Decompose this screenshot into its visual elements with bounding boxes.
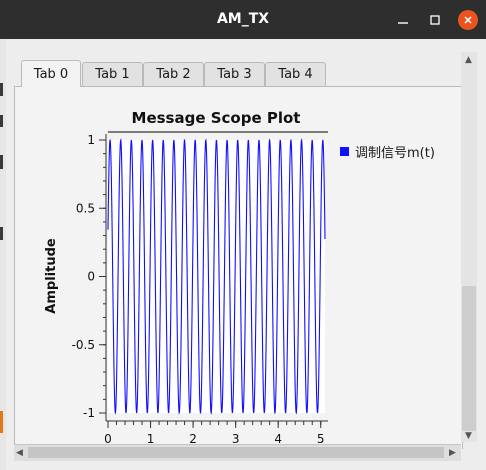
vertical-scrollbar[interactable]: ▲ ▼ bbox=[461, 52, 477, 442]
plot-area bbox=[107, 138, 326, 415]
y-axis-label: Amplitude bbox=[44, 238, 59, 314]
window-titlebar[interactable]: AM_TX bbox=[0, 0, 486, 39]
x-tick-label: 5 bbox=[317, 432, 325, 444]
axes: 1 0.5 0 -0.5 -1 0 1 2 3 4 5 bbox=[72, 131, 328, 444]
tab-3[interactable]: Tab 3 bbox=[204, 62, 265, 86]
edge-mark bbox=[0, 115, 3, 127]
scroll-right-icon[interactable]: ▶ bbox=[449, 448, 456, 458]
tab-2[interactable]: Tab 2 bbox=[143, 62, 204, 86]
series-line bbox=[107, 138, 326, 415]
tab-1[interactable]: Tab 1 bbox=[82, 62, 143, 86]
y-tick-label: -0.5 bbox=[72, 338, 95, 352]
tab-label: Tab 0 bbox=[33, 67, 69, 82]
maximize-icon bbox=[430, 15, 440, 25]
x-tick-label: 4 bbox=[274, 432, 282, 444]
chart-legend[interactable]: 调制信号m(t) bbox=[340, 142, 435, 161]
tab-label: Tab 1 bbox=[95, 67, 130, 82]
tab-0[interactable]: Tab 0 bbox=[21, 60, 81, 87]
chart-title: Message Scope Plot bbox=[132, 109, 301, 127]
x-tick-label: 3 bbox=[232, 432, 240, 444]
legend-label: 调制信号m(t) bbox=[355, 146, 435, 161]
edge-mark bbox=[0, 155, 3, 169]
tab-label: Tab 2 bbox=[156, 67, 191, 82]
y-tick-label: 0 bbox=[87, 270, 95, 284]
vertical-scroll-thumb[interactable] bbox=[462, 286, 476, 431]
y-tick-label: -1 bbox=[83, 406, 95, 420]
minimize-icon bbox=[398, 22, 408, 24]
close-button[interactable] bbox=[458, 10, 478, 30]
edge-mark bbox=[0, 411, 3, 433]
edge-mark bbox=[0, 227, 3, 240]
x-tick-label: 1 bbox=[147, 432, 155, 444]
horizontal-scroll-thumb[interactable] bbox=[28, 447, 444, 458]
scroll-up-icon[interactable]: ▲ bbox=[465, 55, 472, 65]
maximize-button[interactable] bbox=[425, 10, 445, 30]
scroll-down-icon[interactable]: ▼ bbox=[465, 431, 472, 441]
tab-label: Tab 4 bbox=[278, 67, 313, 82]
tab-label: Tab 3 bbox=[217, 67, 252, 82]
minimize-button[interactable] bbox=[393, 10, 413, 30]
edge-mark bbox=[0, 83, 3, 96]
horizontal-scrollbar[interactable]: ◀ ▶ bbox=[14, 444, 461, 461]
y-tick-label: 0.5 bbox=[76, 201, 95, 215]
x-tick-label: 0 bbox=[104, 432, 112, 444]
y-tick-label: 1 bbox=[87, 133, 95, 147]
scroll-left-icon[interactable]: ◀ bbox=[16, 448, 23, 458]
close-icon bbox=[464, 16, 472, 24]
window-title: AM_TX bbox=[216, 11, 270, 27]
x-tick-label: 2 bbox=[189, 432, 197, 444]
legend-swatch bbox=[340, 147, 349, 156]
tab-4[interactable]: Tab 4 bbox=[265, 62, 326, 86]
message-scope-plot[interactable]: Message Scope Plot Amplitude 1 0.5 0 -0.5 -1… bbox=[14, 86, 460, 444]
